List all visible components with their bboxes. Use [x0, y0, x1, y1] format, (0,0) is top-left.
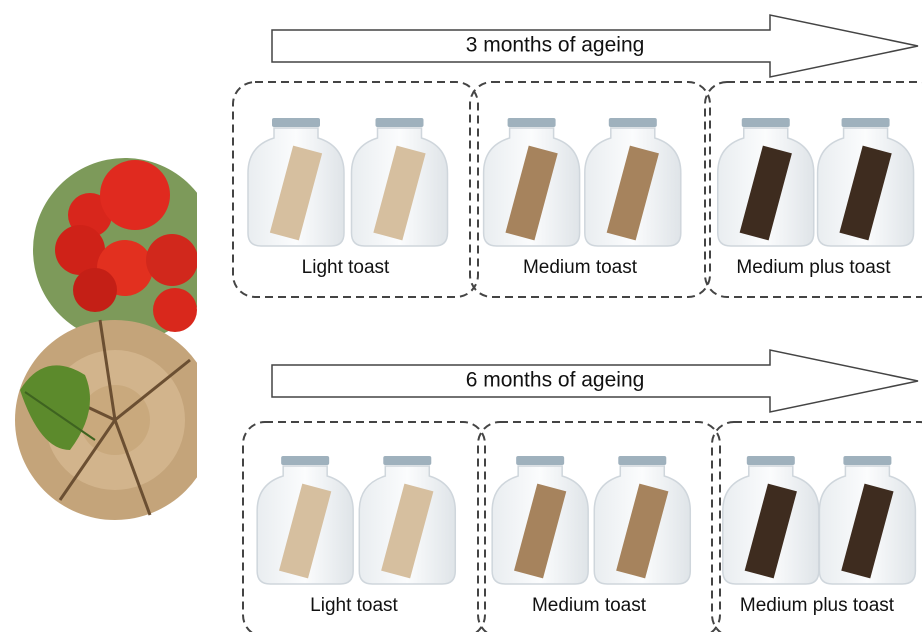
- wood-piece: [279, 483, 332, 579]
- group-box: [469, 81, 711, 298]
- group-label: Medium plus toast: [740, 595, 895, 616]
- wood-piece: [606, 145, 659, 241]
- jar: [491, 456, 589, 585]
- jar: [818, 456, 917, 585]
- wood-piece: [505, 145, 558, 241]
- wood-piece: [616, 483, 669, 579]
- jar-lid: [383, 456, 432, 465]
- group-box: [232, 81, 479, 298]
- jar: [482, 118, 581, 247]
- jar: [717, 118, 815, 247]
- jar-lid: [843, 456, 892, 465]
- wood-piece: [839, 145, 892, 241]
- jar: [358, 456, 457, 585]
- jar-lid: [608, 118, 657, 127]
- group-box: [711, 421, 922, 632]
- group-box: [704, 81, 922, 298]
- wood-piece: [514, 483, 567, 579]
- arrow-label: 6 months of ageing: [466, 369, 645, 392]
- jar: [816, 118, 915, 247]
- wood-piece: [744, 483, 797, 579]
- jar: [247, 118, 345, 247]
- jar: [593, 456, 692, 585]
- group-label: Light toast: [302, 257, 390, 278]
- jar: [722, 456, 820, 585]
- jar-lid: [375, 118, 424, 127]
- arrow: [271, 14, 919, 78]
- jar-lid: [516, 456, 565, 465]
- jar: [256, 456, 354, 585]
- arrow: [271, 349, 919, 413]
- group-box: [242, 421, 486, 632]
- jar-lid: [272, 118, 320, 127]
- jar-lid: [281, 456, 330, 465]
- jar: [584, 118, 682, 247]
- arrow-label: 3 months of ageing: [466, 34, 645, 57]
- wood-piece: [381, 483, 434, 579]
- jar-lid: [507, 118, 556, 127]
- group-label: Medium toast: [532, 595, 647, 616]
- group-label: Light toast: [310, 595, 398, 616]
- wood-piece: [269, 145, 323, 241]
- jar-lid: [746, 456, 795, 465]
- jar-lid: [741, 118, 790, 127]
- illustration: [15, 158, 197, 520]
- group-label: Medium toast: [523, 257, 638, 278]
- group-label: Medium plus toast: [736, 257, 891, 278]
- wood-piece: [373, 145, 426, 241]
- jar-lid: [841, 118, 890, 127]
- jar: [350, 118, 449, 247]
- wood-piece: [739, 145, 792, 241]
- wood-piece: [841, 483, 894, 579]
- group-box: [477, 421, 721, 632]
- jar-lid: [618, 456, 667, 465]
